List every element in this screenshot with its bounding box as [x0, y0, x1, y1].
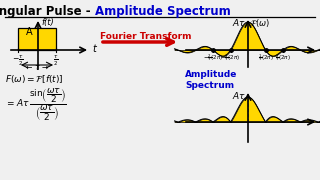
Text: $\frac{\tau}{2}$: $\frac{\tau}{2}$ — [53, 53, 59, 68]
Text: $-\frac{2}{\tau}(2\pi)$: $-\frac{2}{\tau}(2\pi)$ — [203, 53, 223, 64]
Text: $=A\tau\,\dfrac{\sin\!\left(\dfrac{\omega\tau}{2}\right)}{\left(\dfrac{\omega\ta: $=A\tau\,\dfrac{\sin\!\left(\dfrac{\omeg… — [5, 87, 67, 123]
Text: A: A — [26, 27, 33, 37]
Text: $-\frac{1}{\tau}(2\pi)$: $-\frac{1}{\tau}(2\pi)$ — [220, 53, 241, 64]
Text: Fourier Transform: Fourier Transform — [100, 32, 191, 41]
Bar — [18, 28, 56, 50]
Text: $\frac{1}{\tau}(2\pi)$: $\frac{1}{\tau}(2\pi)$ — [258, 53, 273, 64]
Text: Amplitude
Spectrum: Amplitude Spectrum — [185, 70, 237, 90]
Text: $\leftarrow\,\tau\,\rightarrow$: $\leftarrow\,\tau\,\rightarrow$ — [24, 63, 50, 72]
Text: $\mathcal{F}(\omega)$: $\mathcal{F}(\omega)$ — [250, 17, 270, 29]
Text: $\omega$: $\omega$ — [319, 116, 320, 126]
Text: Rectangular Pulse -: Rectangular Pulse - — [0, 5, 95, 18]
Text: f(t): f(t) — [41, 18, 54, 27]
Text: Amplitude Spectrum: Amplitude Spectrum — [95, 5, 231, 18]
Text: $\omega$: $\omega$ — [319, 44, 320, 54]
Text: $F(\omega) = \mathcal{F}\left[f(t)\right]$: $F(\omega) = \mathcal{F}\left[f(t)\right… — [5, 73, 64, 85]
Text: t: t — [92, 44, 96, 54]
Text: $A\tau$: $A\tau$ — [232, 17, 246, 28]
Text: $A\tau$: $A\tau$ — [232, 90, 246, 101]
Text: $-\frac{\tau}{2}$: $-\frac{\tau}{2}$ — [12, 53, 24, 68]
Text: $\frac{2}{\tau}(2\pi)$: $\frac{2}{\tau}(2\pi)$ — [275, 53, 291, 64]
